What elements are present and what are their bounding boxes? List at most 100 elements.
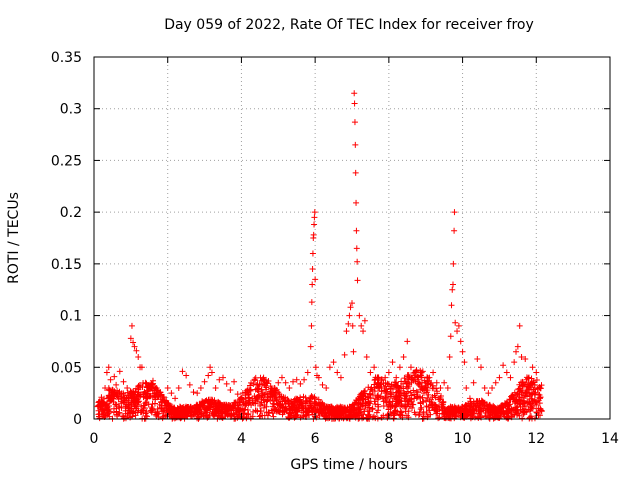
- data-point: [110, 409, 117, 416]
- data-point: [428, 379, 435, 386]
- data-point: [514, 403, 521, 410]
- data-point: [355, 406, 362, 413]
- data-point: [384, 414, 391, 421]
- x-tick-label: 0: [90, 431, 99, 447]
- data-point: [424, 413, 431, 420]
- data-point: [385, 406, 392, 413]
- data-point: [220, 374, 226, 381]
- data-point: [95, 407, 102, 414]
- data-point: [216, 403, 223, 410]
- data-point: [474, 356, 481, 363]
- data-point: [156, 401, 163, 408]
- data-point: [179, 410, 186, 417]
- x-axis-label: GPS time / hours: [290, 457, 408, 473]
- data-point: [393, 400, 400, 407]
- data-point: [107, 376, 114, 383]
- data-point: [529, 382, 536, 389]
- data-point: [375, 403, 382, 410]
- data-point: [486, 407, 493, 414]
- data-point: [399, 412, 406, 419]
- data-point: [204, 414, 211, 421]
- data-point: [320, 405, 327, 412]
- data-point: [400, 380, 407, 387]
- data-point: [352, 169, 359, 176]
- data-point: [135, 353, 142, 360]
- data-point: [260, 397, 267, 404]
- data-point: [234, 401, 241, 408]
- data-point: [334, 369, 341, 376]
- x-tick-label: 8: [384, 431, 393, 447]
- data-point: [451, 227, 458, 234]
- data-point: [308, 393, 315, 400]
- data-point: [323, 384, 330, 391]
- data-point: [224, 402, 231, 409]
- data-point: [346, 403, 353, 410]
- data-point: [231, 378, 238, 385]
- data-point: [353, 245, 360, 252]
- data-point: [485, 390, 492, 397]
- data-point: [272, 394, 279, 401]
- data-point: [238, 395, 245, 402]
- data-point: [110, 395, 117, 402]
- data-point: [112, 401, 119, 408]
- data-point: [136, 381, 143, 388]
- data-point: [492, 408, 499, 415]
- data-point: [374, 394, 381, 401]
- data-point: [431, 392, 438, 399]
- data-point: [148, 409, 155, 416]
- data-point: [400, 389, 407, 396]
- data-point: [306, 407, 313, 414]
- data-point: [425, 391, 432, 398]
- data-point: [373, 409, 380, 416]
- data-point: [360, 328, 367, 335]
- data-point: [183, 405, 190, 412]
- data-point: [533, 369, 540, 376]
- data-point: [420, 409, 427, 416]
- data-point: [511, 389, 518, 396]
- data-point: [363, 353, 370, 360]
- data-point: [516, 394, 523, 401]
- data-point: [297, 398, 304, 405]
- data-point: [134, 409, 141, 416]
- x-tick-label: 12: [527, 431, 545, 447]
- axis-ticks: 0 2 4 6 8 10 12 14 0 0.05 0.1 0.15 0.2 0.25 0.3 0.35: [51, 50, 619, 447]
- data-point: [389, 386, 396, 393]
- data-point: [326, 414, 333, 421]
- data-point: [389, 359, 396, 366]
- data-point: [353, 199, 360, 206]
- data-point: [271, 384, 278, 391]
- data-point: [186, 381, 193, 388]
- data-point: [278, 393, 285, 400]
- data-point: [104, 409, 111, 416]
- data-point: [205, 396, 212, 403]
- data-point: [118, 404, 125, 411]
- data-point: [375, 375, 382, 382]
- data-point: [366, 390, 373, 397]
- data-point: [312, 276, 319, 283]
- y-tick-label: 0.05: [51, 360, 82, 376]
- y-tick-label: 0: [73, 412, 82, 428]
- data-point: [249, 399, 256, 406]
- data-point: [366, 408, 373, 415]
- data-point: [337, 374, 344, 381]
- data-point: [446, 353, 453, 360]
- data-point: [466, 395, 473, 402]
- data-point: [124, 384, 131, 391]
- data-point: [302, 394, 309, 401]
- data-point: [393, 379, 400, 386]
- data-point: [382, 394, 389, 401]
- data-point: [279, 411, 286, 418]
- data-point: [294, 409, 301, 416]
- data-point: [158, 405, 165, 412]
- data-point: [141, 388, 148, 395]
- data-point: [199, 401, 206, 408]
- data-point: [287, 410, 294, 417]
- data-point: [426, 398, 433, 405]
- chart-title: Day 059 of 2022, Rate Of TEC Index for r…: [164, 17, 534, 33]
- data-point: [521, 381, 528, 388]
- data-point: [210, 402, 217, 409]
- data-point: [364, 414, 371, 421]
- data-point: [456, 407, 463, 414]
- y-tick-label: 0.15: [51, 257, 82, 273]
- data-point: [153, 412, 160, 419]
